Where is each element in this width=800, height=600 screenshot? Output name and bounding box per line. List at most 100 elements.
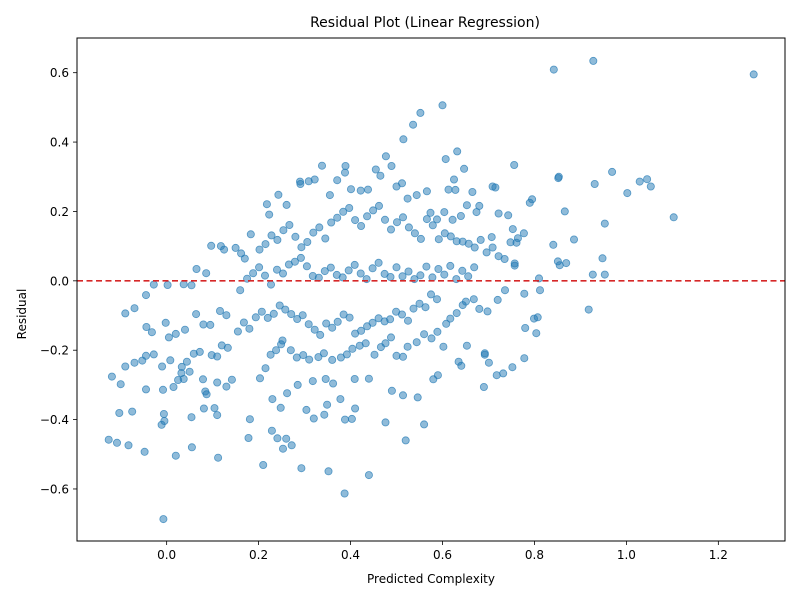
data-point-200 [387,386,396,395]
data-point-333 [309,228,318,237]
data-point-40 [508,225,517,234]
data-point-25 [554,172,563,181]
data-point-194 [293,380,302,389]
data-point-294 [296,253,305,262]
data-point-172 [273,434,282,443]
data-point-46 [484,358,493,367]
data-point-48 [479,382,488,391]
data-point-32 [520,354,529,363]
data-point-83 [333,176,342,185]
data-point-353 [428,221,437,230]
y-tick-label-0: −0.6 [40,482,69,496]
data-point-280 [415,299,424,308]
data-point-57 [444,185,453,194]
data-point-91 [274,190,283,199]
data-point-324 [255,245,264,254]
data-point-78 [363,185,372,194]
data-point-344 [374,201,383,210]
data-point-359 [464,239,473,248]
data-point-144 [198,375,207,384]
data-point-198 [350,374,359,383]
data-point-107 [141,291,150,300]
data-point-311 [398,272,407,281]
data-point-206 [462,341,471,350]
data-point-215 [286,346,295,355]
data-point-45 [492,371,501,380]
data-point-329 [285,220,294,229]
data-point-179 [364,471,373,480]
data-point-318 [440,270,449,279]
data-point-233 [403,342,412,351]
data-point-127 [158,362,167,371]
data-point-44 [499,369,508,378]
data-point-109 [121,309,130,318]
data-point-342 [363,212,372,221]
data-point-301 [338,273,347,282]
data-point-185 [309,414,318,423]
data-point-63 [462,201,471,210]
data-point-195 [308,377,317,386]
x-tick-label-4: 0.8 [525,548,544,562]
data-point-354 [434,235,443,244]
data-point-299 [326,263,335,272]
data-point-202 [413,393,422,402]
data-point-167 [202,390,211,399]
data-point-199 [364,374,373,383]
data-point-113 [164,333,173,342]
data-point-75 [381,152,390,161]
data-point-9 [643,175,652,184]
data-point-143 [185,367,194,376]
data-point-283 [432,295,441,304]
y-tick-label-4: 0.2 [50,205,69,219]
data-point-277 [397,310,406,319]
data-point-114 [180,325,189,334]
data-point-260 [298,311,307,320]
data-point-322 [464,272,473,281]
data-point-141 [169,382,178,391]
data-point-243 [461,297,470,306]
data-point-157 [214,453,223,462]
data-point-248 [500,286,509,295]
data-point-39 [510,160,519,169]
y-tick-label-1: −0.4 [40,413,69,427]
data-point-180 [401,436,410,445]
x-tick-label-1: 0.2 [249,548,268,562]
data-point-255 [269,309,278,318]
data-point-0 [749,70,758,79]
data-point-302 [344,266,353,275]
data-point-186 [320,410,329,419]
data-point-2 [549,65,558,74]
data-point-13 [600,219,609,228]
data-point-102 [192,264,201,273]
data-point-212 [272,346,281,355]
data-point-330 [291,232,300,241]
data-point-6 [399,135,408,144]
data-point-171 [267,426,276,435]
data-point-187 [302,405,311,414]
data-point-174 [282,434,291,443]
data-point-79 [356,186,365,195]
data-point-245 [475,304,484,313]
data-point-133 [195,347,204,356]
data-point-97 [231,243,240,252]
data-point-74 [387,161,396,170]
data-point-237 [433,327,442,336]
data-point-100 [207,241,216,250]
data-point-28 [536,286,545,295]
data-point-21 [560,207,569,216]
data-point-350 [410,229,419,238]
data-point-137 [223,343,232,352]
data-point-84 [325,191,334,200]
data-point-173 [278,444,287,453]
data-point-16 [588,270,597,279]
data-point-190 [323,400,332,409]
x-tick-label-3: 0.6 [433,548,452,562]
data-point-148 [227,375,236,384]
data-point-81 [341,161,350,170]
data-point-362 [482,248,491,257]
data-point-258 [287,310,296,319]
data-point-70 [412,191,421,200]
data-point-323 [470,263,479,272]
data-point-231 [392,351,401,360]
data-point-208 [480,349,489,358]
